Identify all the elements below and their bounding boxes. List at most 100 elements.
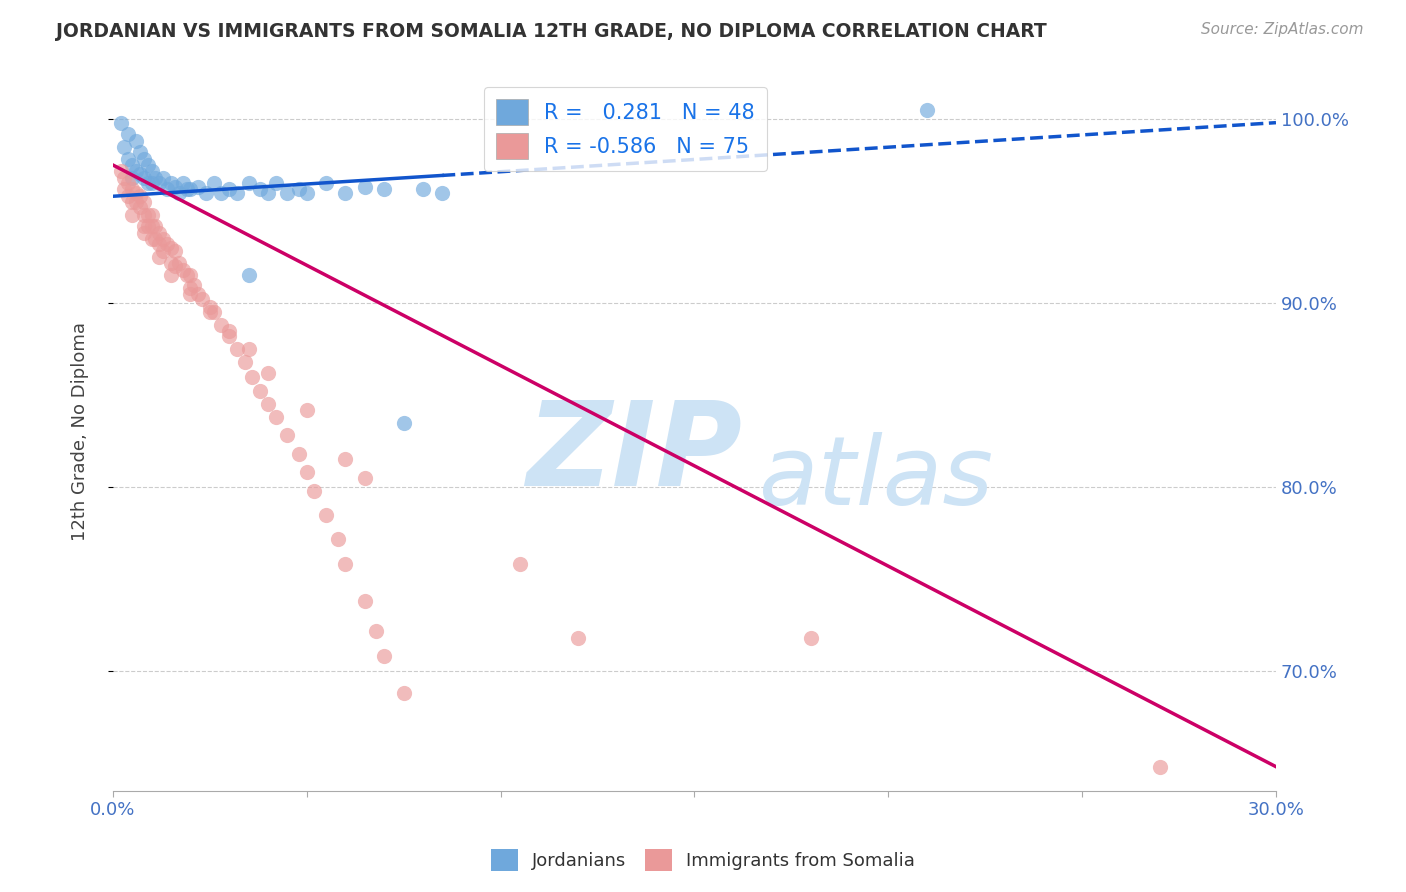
Point — [187, 286, 209, 301]
Point — [198, 300, 221, 314]
Point — [295, 402, 318, 417]
Point — [238, 342, 260, 356]
Point — [152, 170, 174, 185]
Legend: Jordanians, Immigrants from Somalia: Jordanians, Immigrants from Somalia — [484, 842, 922, 879]
Point — [121, 208, 143, 222]
Point — [163, 259, 186, 273]
Point — [136, 158, 159, 172]
Point — [264, 177, 287, 191]
Legend: R =   0.281   N = 48, R = -0.586   N = 75: R = 0.281 N = 48, R = -0.586 N = 75 — [484, 87, 768, 171]
Point — [125, 163, 148, 178]
Point — [304, 483, 326, 498]
Point — [125, 134, 148, 148]
Point — [915, 103, 938, 117]
Point — [326, 532, 349, 546]
Point — [315, 508, 337, 522]
Point — [129, 200, 152, 214]
Point — [183, 277, 205, 292]
Point — [238, 268, 260, 283]
Point — [117, 177, 139, 191]
Point — [335, 558, 357, 572]
Point — [276, 186, 298, 200]
Point — [373, 649, 395, 664]
Text: atlas: atlas — [758, 432, 994, 524]
Point — [373, 182, 395, 196]
Text: Source: ZipAtlas.com: Source: ZipAtlas.com — [1201, 22, 1364, 37]
Point — [187, 180, 209, 194]
Point — [132, 219, 155, 233]
Point — [176, 268, 198, 283]
Point — [288, 182, 311, 196]
Point — [295, 186, 318, 200]
Text: ZIP: ZIP — [526, 396, 742, 511]
Point — [218, 329, 240, 343]
Point — [335, 186, 357, 200]
Point — [152, 244, 174, 259]
Point — [141, 208, 163, 222]
Point — [125, 194, 148, 209]
Point — [432, 186, 454, 200]
Point — [1149, 760, 1171, 774]
Point — [132, 226, 155, 240]
Point — [160, 177, 183, 191]
Point — [249, 384, 271, 399]
Point — [129, 167, 152, 181]
Point — [132, 153, 155, 167]
Point — [148, 237, 170, 252]
Point — [121, 194, 143, 209]
Point — [800, 631, 823, 645]
Point — [110, 163, 132, 178]
Point — [160, 241, 183, 255]
Point — [176, 182, 198, 196]
Point — [121, 182, 143, 196]
Point — [354, 180, 377, 194]
Point — [136, 208, 159, 222]
Point — [202, 305, 225, 319]
Point — [129, 145, 152, 160]
Point — [121, 170, 143, 185]
Point — [209, 186, 232, 200]
Point — [156, 182, 179, 196]
Point — [194, 186, 217, 200]
Point — [145, 231, 167, 245]
Point — [167, 186, 190, 200]
Point — [160, 268, 183, 283]
Point — [276, 428, 298, 442]
Point — [125, 186, 148, 200]
Point — [392, 416, 415, 430]
Point — [226, 186, 249, 200]
Point — [145, 170, 167, 185]
Point — [198, 305, 221, 319]
Point — [179, 286, 201, 301]
Point — [412, 182, 434, 196]
Point — [257, 186, 280, 200]
Point — [136, 177, 159, 191]
Point — [132, 208, 155, 222]
Point — [238, 177, 260, 191]
Point — [257, 366, 280, 380]
Point — [172, 263, 194, 277]
Point — [132, 170, 155, 185]
Point — [509, 558, 531, 572]
Point — [392, 686, 415, 700]
Point — [160, 255, 183, 269]
Point — [179, 281, 201, 295]
Point — [148, 226, 170, 240]
Point — [152, 231, 174, 245]
Y-axis label: 12th Grade, No Diploma: 12th Grade, No Diploma — [72, 322, 89, 541]
Point — [156, 237, 179, 252]
Point — [567, 631, 589, 645]
Point — [179, 268, 201, 283]
Point — [148, 250, 170, 264]
Point — [114, 139, 136, 153]
Point — [202, 177, 225, 191]
Point — [129, 189, 152, 203]
Point — [167, 255, 190, 269]
Point — [172, 177, 194, 191]
Point — [264, 410, 287, 425]
Point — [163, 244, 186, 259]
Point — [249, 182, 271, 196]
Point — [226, 342, 249, 356]
Point — [145, 219, 167, 233]
Text: JORDANIAN VS IMMIGRANTS FROM SOMALIA 12TH GRADE, NO DIPLOMA CORRELATION CHART: JORDANIAN VS IMMIGRANTS FROM SOMALIA 12T… — [56, 22, 1047, 41]
